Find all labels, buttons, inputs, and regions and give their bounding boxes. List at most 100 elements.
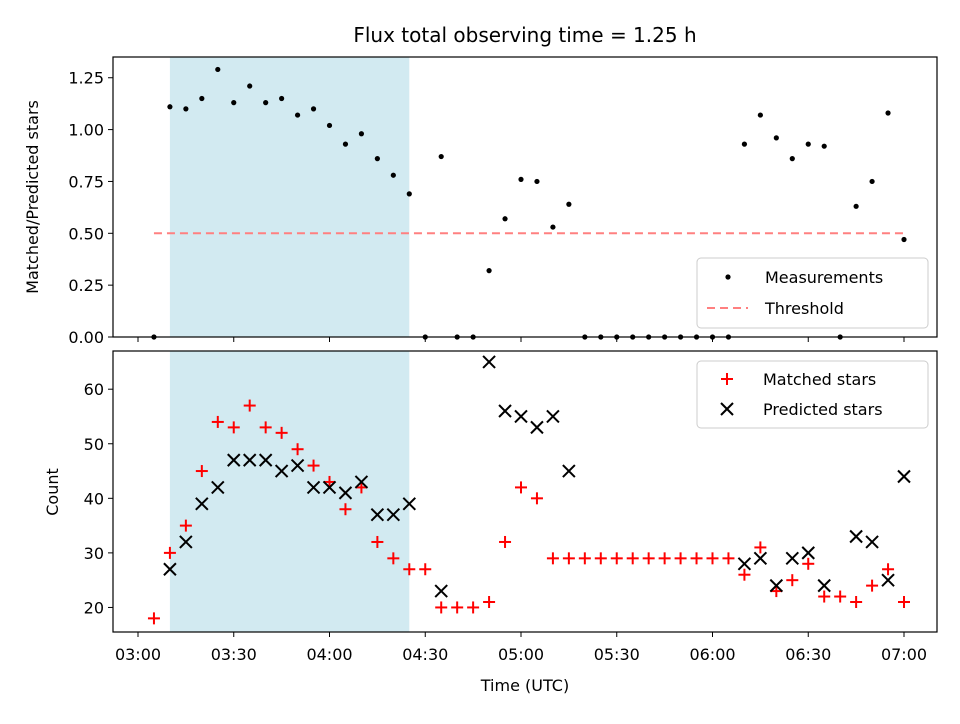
predicted-star-point bbox=[258, 453, 273, 467]
matched-star-point bbox=[451, 601, 464, 614]
predicted-star-point bbox=[306, 480, 321, 495]
x-tick-label: 03:00 bbox=[115, 645, 161, 664]
y-tick-label: 40 bbox=[84, 489, 104, 508]
measurement-point bbox=[805, 141, 811, 147]
matched-star-point bbox=[259, 421, 272, 434]
matched-star-point bbox=[355, 481, 368, 494]
top-highlight-span bbox=[169, 57, 410, 337]
predicted-star-point bbox=[769, 578, 784, 593]
predicted-star-point bbox=[801, 546, 815, 560]
matched-star-point bbox=[562, 552, 575, 565]
predicted-star-point bbox=[498, 404, 512, 418]
legend-predicted-marker bbox=[720, 402, 734, 416]
y-tick-label: 0.25 bbox=[68, 276, 104, 295]
matched-star-point bbox=[371, 535, 384, 548]
predicted-star-point bbox=[817, 578, 831, 593]
measurement-point bbox=[502, 216, 508, 222]
measurement-point bbox=[390, 172, 396, 178]
measurement-point bbox=[550, 224, 556, 230]
measurement-point bbox=[199, 95, 205, 102]
y-tick-label: 0.50 bbox=[68, 224, 104, 243]
bottom-x-ticks: 03:00 03:30 04:00 04:30 05:00 05:30 06:00 06:30… bbox=[115, 632, 927, 664]
top-y-ticks: 0.00 0.25 0.50 0.75 1.00 1.25 bbox=[68, 69, 113, 347]
matched-star-point bbox=[882, 563, 895, 576]
predicted-star-point bbox=[338, 486, 353, 500]
measurement-point bbox=[534, 178, 540, 185]
measurement-point bbox=[167, 104, 173, 110]
legend-matched-label: Matched stars bbox=[763, 370, 876, 389]
x-tick-label: 06:30 bbox=[785, 645, 831, 664]
matched-star-point bbox=[147, 612, 160, 625]
matched-star-point bbox=[610, 552, 623, 565]
x-tick-label: 04:00 bbox=[306, 645, 352, 664]
measurement-point bbox=[294, 112, 301, 118]
matched-star-point bbox=[866, 579, 879, 592]
measurement-point bbox=[741, 141, 748, 147]
measurement-point bbox=[518, 176, 524, 182]
matched-star-point bbox=[530, 492, 543, 505]
matched-star-point bbox=[754, 541, 767, 554]
measurement-point bbox=[247, 83, 253, 89]
measurement-point bbox=[901, 236, 907, 243]
matched-star-point bbox=[307, 459, 320, 472]
y-tick-label: 0.00 bbox=[68, 328, 104, 347]
predicted-star-point bbox=[785, 551, 799, 566]
predicted-star-point bbox=[434, 584, 448, 598]
legend-matched-marker bbox=[721, 373, 733, 385]
predicted-star-point bbox=[227, 453, 241, 467]
predicted-star-point bbox=[386, 507, 401, 522]
x-tick-label: 06:00 bbox=[689, 645, 735, 664]
bottom-y-axis-label: Count bbox=[43, 468, 62, 516]
predicted-star-point bbox=[243, 453, 257, 467]
measurement-point bbox=[263, 100, 269, 106]
matched-star-point bbox=[275, 426, 288, 439]
x-tick-label: 05:00 bbox=[498, 645, 544, 664]
y-tick-label: 60 bbox=[84, 380, 104, 399]
matched-star-point bbox=[898, 595, 910, 608]
legend-measurements-label: Measurements bbox=[765, 268, 883, 287]
matched-star-points bbox=[147, 399, 910, 625]
legend-measurements-marker bbox=[725, 274, 731, 280]
y-tick-label: 0.75 bbox=[68, 172, 104, 191]
predicted-star-point bbox=[322, 480, 337, 495]
predicted-star-point bbox=[562, 464, 576, 478]
bottom-panel: 20 30 40 50 60 03:00 03:30 04:00 04:30 05:00 05:3… bbox=[43, 350, 938, 695]
chart-title: Flux total observing time = 1.25 h bbox=[353, 23, 696, 47]
top-panel: 0.00 0.25 0.50 0.75 1.00 1.25 Matched/Predict… bbox=[23, 56, 938, 347]
matched-star-point bbox=[243, 399, 256, 412]
matched-star-point bbox=[467, 601, 480, 614]
predicted-star-point bbox=[163, 562, 177, 576]
measurement-point bbox=[438, 153, 444, 160]
matched-star-point bbox=[594, 552, 607, 565]
measurement-point bbox=[757, 112, 763, 118]
measurement-point bbox=[789, 156, 795, 162]
measurement-point bbox=[869, 178, 875, 185]
bottom-y-ticks: 20 30 40 50 60 bbox=[84, 380, 113, 617]
predicted-star-point bbox=[179, 535, 193, 549]
matched-star-point bbox=[786, 574, 799, 587]
top-legend: Measurements Threshold bbox=[696, 257, 929, 329]
measurement-point bbox=[885, 110, 891, 116]
bottom-legend-box bbox=[696, 360, 929, 429]
matched-star-point bbox=[435, 601, 448, 614]
matched-star-point bbox=[722, 552, 735, 565]
predicted-star-point bbox=[897, 469, 911, 484]
matched-star-point bbox=[818, 590, 831, 603]
matched-star-point bbox=[403, 563, 416, 576]
top-legend-box bbox=[696, 257, 929, 329]
measurement-point bbox=[853, 203, 859, 209]
measurement-point bbox=[183, 106, 189, 112]
matched-star-point bbox=[850, 595, 863, 608]
predicted-star-point bbox=[865, 535, 879, 549]
y-tick-label: 1.25 bbox=[68, 69, 104, 88]
matched-star-point bbox=[515, 481, 527, 494]
matched-star-point bbox=[578, 552, 591, 565]
measurement-point bbox=[215, 66, 221, 73]
measurement-point bbox=[374, 156, 380, 162]
predicted-star-point bbox=[370, 507, 385, 522]
x-tick-label: 03:30 bbox=[211, 645, 257, 664]
y-tick-label: 30 bbox=[84, 544, 104, 563]
x-tick-label: 05:30 bbox=[594, 645, 640, 664]
bottom-axes-frame bbox=[112, 350, 938, 633]
